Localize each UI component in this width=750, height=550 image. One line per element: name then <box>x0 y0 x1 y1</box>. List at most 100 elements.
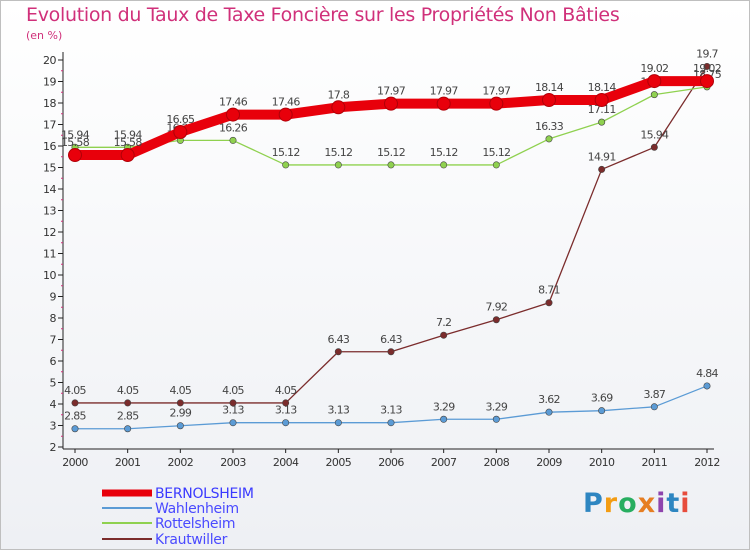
data-label-wahlenheim: 2.99 <box>169 407 191 420</box>
data-label-rottelsheim: 15.12 <box>272 146 300 159</box>
data-label-rottelsheim: 15.12 <box>482 146 510 159</box>
logo-letter: o <box>618 488 638 519</box>
data-point-wahlenheim <box>229 419 237 427</box>
data-label-bernolsheim: 18.14 <box>535 81 564 94</box>
data-point-krautwiller <box>492 316 500 324</box>
data-label-krautwiller: 14.91 <box>588 150 616 163</box>
data-point-bernolsheim <box>120 148 135 163</box>
data-point-krautwiller <box>71 399 79 407</box>
data-label-bernolsheim: 19.02 <box>693 62 721 75</box>
data-label-wahlenheim: 3.62 <box>538 393 560 406</box>
data-label-rottelsheim: 16.26 <box>219 121 248 134</box>
data-point-rottelsheim <box>282 161 290 169</box>
data-point-wahlenheim <box>176 422 184 430</box>
data-label-krautwiller: 19.7 <box>696 47 718 60</box>
data-label-krautwiller: 15.94 <box>640 128 669 141</box>
data-label-krautwiller: 4.05 <box>222 384 244 397</box>
data-label-bernolsheim: 15.58 <box>114 136 143 149</box>
y-tick-label: 19 <box>43 76 56 89</box>
data-label-bernolsheim: 19.02 <box>640 62 668 75</box>
data-label-rottelsheim: 16.33 <box>535 120 564 133</box>
data-point-wahlenheim <box>598 407 606 415</box>
data-label-rottelsheim: 15.12 <box>377 146 405 159</box>
data-label-krautwiller: 4.05 <box>64 384 86 397</box>
data-point-rottelsheim <box>492 161 500 169</box>
data-label-bernolsheim: 18.14 <box>588 81 617 94</box>
data-point-krautwiller <box>545 299 553 307</box>
x-tick-label: 2010 <box>589 456 615 469</box>
y-tick-label: 9 <box>50 291 57 304</box>
data-point-wahlenheim <box>650 403 658 411</box>
logo-letter: i <box>656 488 667 519</box>
x-tick-label: 2002 <box>168 456 194 469</box>
data-label-wahlenheim: 3.29 <box>485 400 507 413</box>
y-tick-label: 18 <box>43 97 56 110</box>
series-krautwiller: 4.05 4.05 4.05 4.05 4.05 6.43 6.43 7.2 7.92 8.71 1… <box>64 47 719 407</box>
data-label-rottelsheim: 15.12 <box>430 146 458 159</box>
data-point-bernolsheim <box>594 92 609 107</box>
x-tick-label: 2009 <box>536 456 562 469</box>
data-label-bernolsheim: 15.58 <box>61 136 90 149</box>
y-tick-label: 20 <box>43 54 56 67</box>
y-tick-label: 8 <box>50 312 57 325</box>
data-label-wahlenheim: 2.85 <box>64 410 86 423</box>
y-tick-label: 11 <box>43 248 56 261</box>
data-label-krautwiller: 4.05 <box>275 384 297 397</box>
y-tick-label: 3 <box>50 420 57 433</box>
x-tick-label: 2007 <box>431 456 457 469</box>
data-label-wahlenheim: 3.69 <box>591 392 613 405</box>
logo-letter: P <box>583 488 604 519</box>
data-point-krautwiller <box>440 331 448 339</box>
x-tick-label: 2012 <box>694 456 720 469</box>
data-point-wahlenheim <box>71 425 79 433</box>
data-point-bernolsheim <box>489 96 504 111</box>
data-point-krautwiller <box>650 143 658 151</box>
legend-label-wahlenheim: Wahlenheim <box>155 501 239 517</box>
x-tick-label: 2003 <box>220 456 246 469</box>
data-point-bernolsheim <box>226 107 240 122</box>
logo-letter: r <box>603 488 619 519</box>
data-label-krautwiller: 7.92 <box>485 301 507 314</box>
data-point-krautwiller <box>334 348 342 356</box>
data-point-rottelsheim <box>545 135 553 143</box>
data-label-wahlenheim: 4.84 <box>696 367 718 380</box>
data-point-krautwiller <box>387 348 395 356</box>
y-tick-label: 4 <box>50 398 57 411</box>
data-point-rottelsheim <box>598 118 606 126</box>
data-label-bernolsheim: 17.8 <box>327 88 349 101</box>
data-label-wahlenheim: 3.29 <box>433 400 455 413</box>
data-point-krautwiller <box>229 399 237 407</box>
data-point-rottelsheim <box>387 161 395 169</box>
data-point-krautwiller <box>176 399 184 407</box>
data-label-rottelsheim: 15.94 <box>114 128 143 141</box>
x-tick-label: 2004 <box>273 456 299 469</box>
data-point-wahlenheim <box>440 415 448 423</box>
data-label-wahlenheim: 3.87 <box>643 388 665 401</box>
data-point-bernolsheim <box>68 148 82 163</box>
data-point-bernolsheim <box>173 125 188 140</box>
data-point-krautwiller <box>703 62 711 70</box>
logo-letter: t <box>666 488 681 519</box>
data-label-krautwiller: 6.43 <box>380 333 402 346</box>
data-point-krautwiller <box>124 399 132 407</box>
logo-letter: x <box>637 488 657 519</box>
y-tick-label: 7 <box>50 334 57 347</box>
x-tick-label: 2000 <box>62 456 88 469</box>
x-tick-label: 2001 <box>115 456 141 469</box>
data-point-bernolsheim <box>647 74 662 89</box>
x-tick-label: 2006 <box>378 456 404 469</box>
data-label-wahlenheim: 3.13 <box>275 404 297 417</box>
legend-label-bernolsheim: BERNOLSHEIM <box>155 486 254 502</box>
data-label-wahlenheim: 3.13 <box>327 404 349 417</box>
y-tick-label: 16 <box>43 140 56 153</box>
x-tick-label: 2005 <box>326 456 352 469</box>
data-label-wahlenheim: 2.85 <box>117 410 139 423</box>
data-label-krautwiller: 7.2 <box>436 316 451 329</box>
y-tick-label: 17 <box>43 119 56 132</box>
y-tick-label: 10 <box>43 269 56 282</box>
data-point-wahlenheim <box>124 425 132 433</box>
x-tick-label: 2008 <box>484 456 510 469</box>
data-point-bernolsheim <box>331 100 346 115</box>
data-label-krautwiller: 8.71 <box>538 284 560 297</box>
